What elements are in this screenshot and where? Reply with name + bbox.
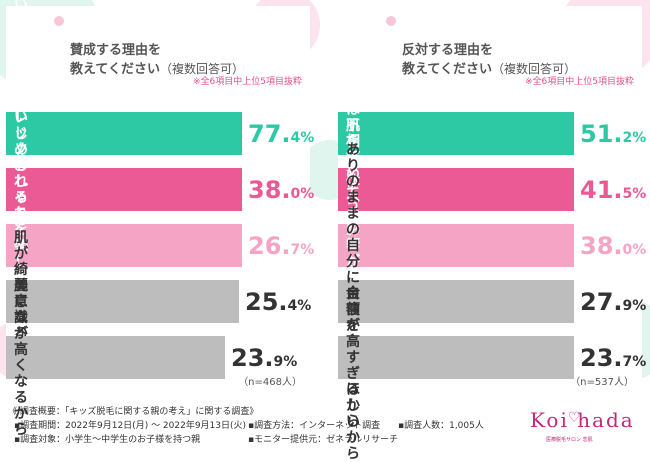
survey-provider: ▪モニター提供元：ゼネラルリサーチ <box>248 435 399 445</box>
bar-value-int: 38. <box>248 176 291 204</box>
bar <box>338 224 574 267</box>
right-chart-note: ※全6項目中上位5項目抜粋 <box>525 77 634 87</box>
bar <box>338 112 574 155</box>
bar-value-dec: 4% <box>290 130 315 146</box>
bar-value: 26. 7% <box>248 224 314 267</box>
bar-value-dec: 7% <box>622 354 647 370</box>
bar <box>6 112 242 155</box>
survey-subjects: ▪調査対象：小学生～中学生のお子様を持つ親 <box>14 435 201 445</box>
bar-value-int: 26. <box>248 232 291 260</box>
bar-value: 51. 2% <box>580 112 646 155</box>
left-chart-panel: 賛成する理由を 教えてください（複数回答可） ※全6項目中上位5項目抜粋 毛深い… <box>6 0 314 438</box>
right-chart-title: 反対する理由を 教えてください（複数回答可） <box>402 24 576 79</box>
bar-value-dec: 0% <box>290 186 315 202</box>
survey-count: ▪調査人数：1,005人 <box>398 421 484 431</box>
bar-value-int: 23. <box>231 344 274 372</box>
bar-value-dec: 2% <box>622 130 647 146</box>
bar-value: 23. 9% <box>231 336 297 379</box>
bar <box>6 168 242 211</box>
left-chart-title: 賛成する理由を 教えてください（複数回答可） <box>70 24 244 79</box>
bar <box>6 280 239 323</box>
bar-value-int: 38. <box>580 232 623 260</box>
bar-value: 25. 4% <box>245 280 311 323</box>
survey-title: 《 調査概要：「キッズ脱毛に関する親の考え」に関する調査》 <box>8 407 259 417</box>
bar-value-dec: 9% <box>273 354 298 370</box>
bar-value-dec: 7% <box>290 242 315 258</box>
bar-value-int: 25. <box>245 288 288 316</box>
bar-value: 38. 0% <box>248 168 314 211</box>
title-decoration-icon <box>386 16 396 26</box>
bar-value: 41. 5% <box>580 168 646 211</box>
bar <box>6 336 225 379</box>
title-decoration-icon <box>54 16 64 26</box>
bar-value-int: 41. <box>580 176 623 204</box>
bar-value-dec: 4% <box>287 298 312 314</box>
bar-value-dec: 9% <box>622 298 647 314</box>
left-title-suffix: （複数回答可） <box>159 62 244 76</box>
bar <box>338 336 574 379</box>
bar-label: 美意識が高くなるから <box>14 278 28 438</box>
bar-value-int: 27. <box>580 288 623 316</box>
bar <box>338 280 574 323</box>
left-sample-size: （n=468人） <box>238 377 302 388</box>
bar-value: 77. 4% <box>248 112 314 155</box>
bar-label: 金額が高すぎるから <box>346 286 360 430</box>
right-chart-panel: 反対する理由を 教えてください（複数回答可） ※全6項目中上位5項目抜粋 子供に… <box>338 6 646 462</box>
bar-value-int: 23. <box>580 344 623 372</box>
koihada-logo: Koi hada ♡ 医療脱毛サロン 恋肌 <box>530 408 640 444</box>
bar-value: 27. 9% <box>580 280 646 323</box>
bar <box>338 168 574 211</box>
bar-value-int: 51. <box>580 120 623 148</box>
bar-value: 38. 0% <box>580 224 646 267</box>
bar-value-dec: 0% <box>622 242 647 258</box>
right-sample-size: （n=537人） <box>570 377 634 388</box>
bar-value-dec: 5% <box>622 186 647 202</box>
bar-value-int: 77. <box>248 120 291 148</box>
heart-icon: ♡ <box>568 410 581 426</box>
right-title-text: 反対する理由を 教えてください <box>402 43 494 77</box>
logo-text: Koi hada <box>530 408 635 432</box>
right-title-suffix: （複数回答可） <box>491 62 576 76</box>
logo-tagline: 医療脱毛サロン 恋肌 <box>546 437 593 443</box>
survey-period: ▪調査期間：2022年9月12日(月) ～ 2022年9月13日(火) <box>14 421 247 431</box>
left-chart-note: ※全6項目中上位5項目抜粋 <box>193 77 302 87</box>
bar <box>6 224 242 267</box>
survey-method: ▪調査方法：インターネット調査 <box>248 421 381 431</box>
bar-value: 23. 7% <box>580 336 646 379</box>
left-title-text: 賛成する理由を 教えてください <box>70 43 162 77</box>
survey-footer: 《 調査概要：「キッズ脱毛に関する親の考え」に関する調査》 ▪調査期間：2022… <box>8 402 648 448</box>
